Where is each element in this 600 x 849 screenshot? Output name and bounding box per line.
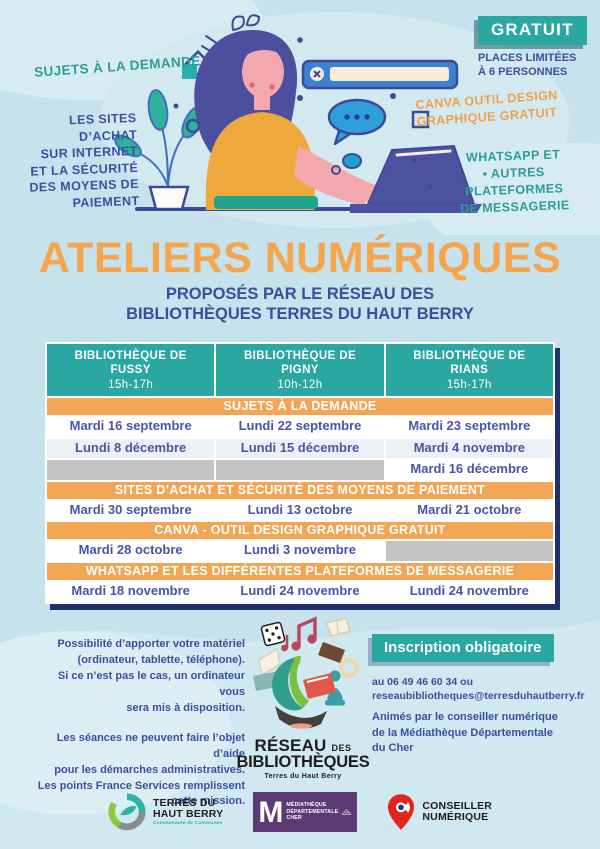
date-cell: Mardi 28 octobre (47, 541, 215, 562)
library-hours: 15h-17h (446, 379, 492, 392)
date-cell: Lundi 22 septembre (216, 417, 384, 437)
registration-block: Inscription obligatoire au 06 49 46 60 3… (372, 634, 594, 757)
dice-icon (260, 621, 286, 647)
date-cell: Lundi 13 octobre (216, 500, 384, 521)
library-hours: 10h-12h (277, 379, 323, 392)
terres-swirl-icon (108, 793, 146, 831)
library-hours: 15h-17h (108, 379, 154, 392)
library-name: BIBLIOTHÈQUE DE FUSSY (74, 350, 187, 377)
section-band-whatsapp: WHATSAPP ET LES DIFFÉRENTES PLATEFORMES … (47, 563, 553, 581)
mediatheque-text: MÉDIATHÈQUE DÉPARTEMENTALE CHER (286, 802, 339, 822)
hero-illustration (0, 0, 600, 235)
column-header-fussy: BIBLIOTHÈQUE DE FUSSY 15h-17h (47, 344, 215, 397)
reseau-logo-art (253, 616, 360, 729)
cher-triangle-icon: CHER (341, 809, 352, 815)
terres-du-haut-berry-logo: TERRES DU HAUT BERRY Communauté de Commu… (108, 793, 223, 831)
terres-subtext: Communauté de Communes (152, 821, 223, 827)
des-word: DES (331, 743, 352, 753)
animated-by-note: Animés par le conseiller numérique de la… (372, 711, 558, 755)
woman-figure (194, 30, 385, 210)
registration-badge: Inscription obligatoire (372, 634, 554, 662)
column-header-rians: BIBLIOTHÈQUE DE RIANS 15h-17h (385, 344, 553, 397)
laptop-icon (350, 144, 482, 213)
date-cell: Mardi 30 septembre (47, 500, 215, 521)
conseiller-numerique-logo: CONSEILLER NUMÉRIQUE (387, 793, 492, 831)
logo-shadow (290, 723, 312, 729)
page-subtitle: PROPOSÉS PAR LE RÉSEAU DES BIBLIOTHÈQUES… (126, 285, 474, 323)
map-pin-icon (388, 794, 415, 830)
date-cell: Lundi 8 décembre (47, 438, 215, 459)
reseau-bibliotheques-logo: RÉSEAU DES BIBLIOTHÈQUES Terres du Haut … (236, 610, 370, 780)
label-sites-achat: LES SITES D’ACHAT SUR INTERNET ET LA SÉC… (29, 110, 140, 210)
open-book-icon (326, 617, 351, 637)
date-cell: Mardi 21 octobre (385, 500, 553, 521)
library-name: BIBLIOTHÈQUE DE PIGNY (243, 350, 357, 377)
mediatheque-departementale-logo: M MÉDIATHÈQUE DÉPARTEMENTALE CHER CHER (253, 792, 358, 832)
free-badge: GRATUIT (478, 16, 587, 45)
section-band-sites-achat: SITES D’ACHAT ET SÉCURITÉ DES MOYENS DE … (47, 481, 553, 499)
date-cell: Lundi 15 décembre (216, 438, 384, 459)
date-cell: Lundi 24 novembre (216, 582, 384, 602)
music-notes-icon (281, 616, 317, 652)
search-bar-graphic (301, 59, 459, 90)
date-cell: Mardi 23 septembre (385, 417, 553, 437)
swirl-dot-icon (338, 657, 360, 679)
conseiller-name: CONSEILLER NUMÉRIQUE (422, 799, 493, 823)
practical-info: Possibilité d’apporter votre matériel (o… (30, 637, 245, 810)
registration-contact: au 06 49 46 60 34 ou reseaubibliotheques… (372, 676, 585, 703)
decorative-dots (173, 93, 433, 190)
reseau-subtitle: Terres du Haut Berry (264, 773, 342, 781)
date-cell: Lundi 24 novembre (385, 582, 553, 602)
date-cell: Lundi 3 novembre (216, 541, 384, 562)
bottom-wave (0, 620, 600, 849)
section-band-canva: CANVA - OUTIL DESIGN GRAPHIQUE GRATUIT (47, 522, 553, 540)
mediatheque-m-mark: M (258, 795, 284, 829)
date-cell: Mardi 16 septembre (47, 417, 215, 437)
date-cell: Mardi 16 décembre (385, 460, 553, 480)
section-band-sujets: SUJETS À LA DEMANDE (47, 398, 553, 416)
book-swirl-cluster (253, 647, 336, 729)
bibliotheques-word: BIBLIOTHÈQUES (236, 753, 370, 772)
speech-bubble-icon (327, 98, 387, 146)
library-name: BIBLIOTHÈQUE DE RIANS (413, 350, 526, 377)
cher-tag: CHER (344, 813, 350, 815)
column-header-pigny: BIBLIOTHÈQUE DE PIGNY 10h-12h (216, 344, 384, 397)
empty-cell (47, 460, 215, 480)
page-title: ATELIERS NUMÉRIQUES (38, 234, 562, 282)
empty-cell (216, 460, 384, 480)
date-cell: Mardi 4 novembre (385, 438, 553, 459)
title-block: ATELIERS NUMÉRIQUES PROPOSÉS PAR LE RÉSE… (0, 237, 600, 325)
no-admin-help-note: Les séances ne peuvent faire l’objet d’a… (37, 731, 245, 808)
reseau-wordmark: RÉSEAU DES BIBLIOTHÈQUES (236, 737, 370, 771)
bring-material-note: Possibilité d’apporter votre matériel (o… (57, 638, 245, 714)
places-limited-note: PLACES LIMITÉES À 6 PERSONNES (478, 52, 577, 78)
date-cell: Mardi 18 novembre (47, 582, 215, 602)
empty-cell (385, 541, 553, 562)
terres-name: TERRES DU HAUT BERRY (152, 796, 224, 820)
brown-book-icon (318, 642, 345, 663)
label-whatsapp: WHATSAPP ET • AUTRES PLATEFORMES DE MESS… (459, 147, 570, 216)
reseau-word: RÉSEAU (254, 736, 327, 755)
partner-logos-row: TERRES DU HAUT BERRY Communauté de Commu… (0, 792, 600, 832)
schedule-table: BIBLIOTHÈQUE DE FUSSY 15h-17h BIBLIOTHÈQ… (45, 342, 555, 604)
